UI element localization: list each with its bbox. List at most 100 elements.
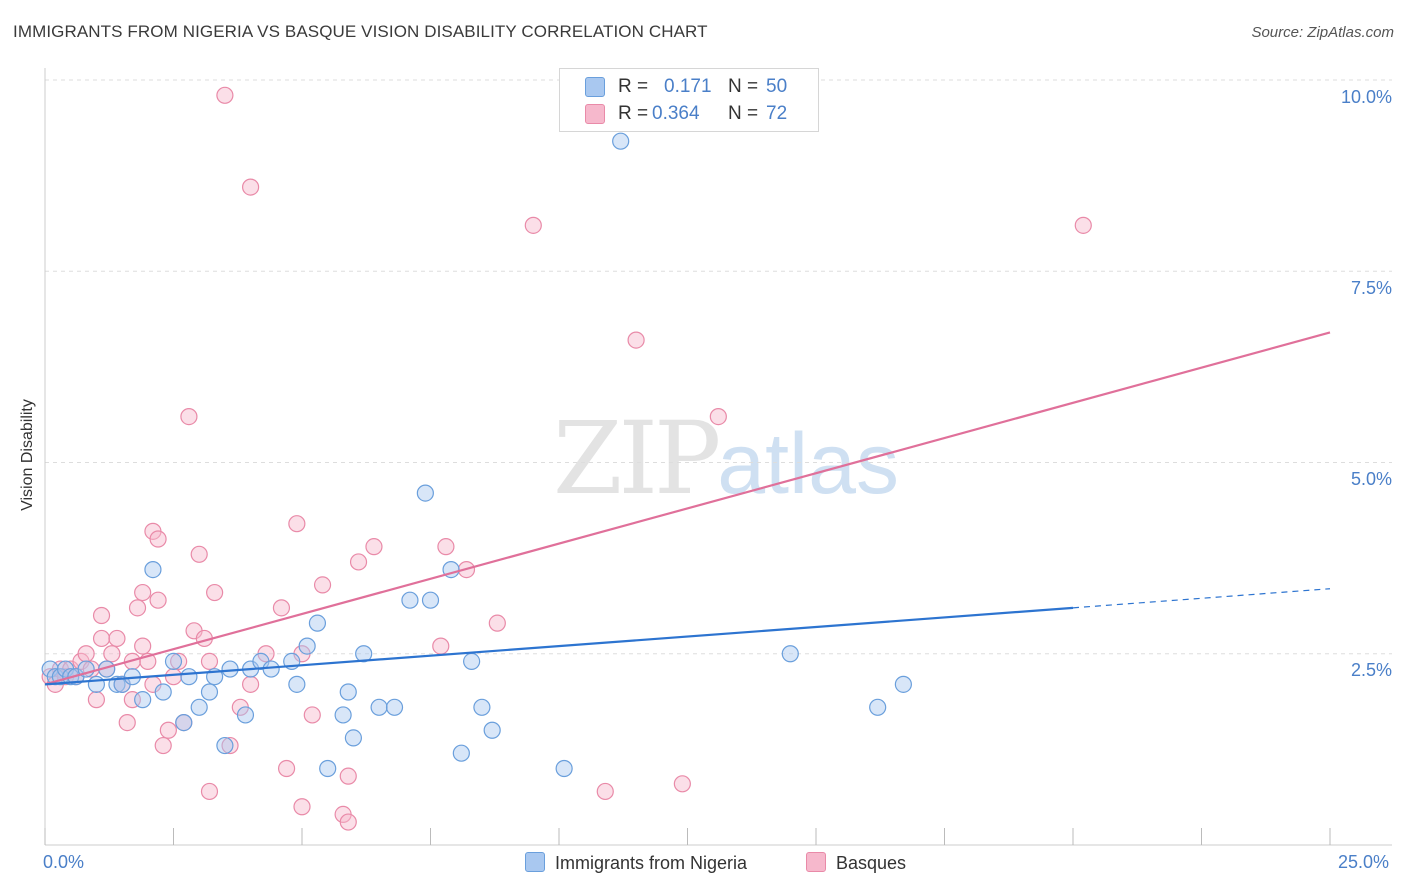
data-point — [421, 591, 440, 609]
r-label: R = — [618, 76, 649, 97]
data-point — [134, 583, 152, 602]
correlation-legend: R = 0.171 N = 50 R = 0.364 N = 72 — [559, 68, 819, 132]
data-point — [221, 660, 239, 678]
data-point — [242, 178, 260, 196]
data-point — [612, 132, 630, 150]
data-point — [370, 698, 388, 716]
data-point — [216, 86, 234, 104]
r-value: 0.364 — [652, 103, 700, 124]
data-point — [339, 683, 357, 701]
data-point — [1074, 216, 1092, 234]
data-point — [159, 721, 177, 739]
data-point — [242, 675, 260, 693]
data-point — [118, 713, 136, 732]
data-point — [200, 683, 219, 701]
data-point — [103, 645, 121, 663]
data-point — [134, 637, 152, 655]
x-tick-label: 0.0% — [43, 852, 85, 872]
trendline-nigeria-extension — [1072, 588, 1331, 609]
data-point — [164, 652, 183, 671]
watermark-atlas: atlas — [717, 416, 899, 512]
data-point — [781, 645, 799, 663]
data-point — [180, 668, 198, 686]
data-point — [149, 530, 167, 548]
data-point — [385, 698, 404, 716]
data-point — [200, 782, 219, 801]
legend-swatch-blue — [525, 852, 545, 872]
data-point — [236, 706, 255, 724]
data-point — [555, 759, 573, 778]
y-tick-label: 5.0% — [1350, 469, 1392, 489]
data-point — [164, 668, 183, 686]
legend-label: Immigrants from Nigeria — [555, 853, 748, 873]
data-point — [293, 798, 311, 816]
data-point — [473, 698, 491, 716]
data-point — [92, 606, 111, 625]
data-point — [272, 599, 291, 617]
data-point — [344, 729, 362, 747]
r-value: 0.171 — [664, 76, 712, 97]
data-point — [154, 683, 172, 701]
data-point — [313, 576, 332, 594]
data-point — [221, 736, 239, 755]
data-point — [463, 652, 481, 671]
data-point — [144, 560, 162, 579]
data-point — [483, 721, 501, 739]
n-label: N = — [728, 76, 759, 97]
data-point — [894, 675, 912, 693]
n-value: 50 — [766, 76, 788, 97]
data-point — [432, 637, 450, 655]
data-point — [349, 553, 368, 571]
data-point — [452, 744, 470, 762]
data-point — [128, 599, 147, 617]
data-point — [709, 408, 727, 426]
data-point — [319, 759, 337, 778]
legend-swatch-blue — [585, 77, 605, 97]
data-point — [401, 591, 419, 609]
trendline-basques — [44, 331, 1331, 686]
data-point — [339, 813, 357, 831]
data-point — [869, 698, 887, 716]
r-label: R = — [618, 103, 649, 124]
data-point — [437, 538, 455, 556]
data-point — [180, 408, 198, 426]
data-point — [308, 614, 327, 632]
data-point — [288, 675, 306, 693]
data-point — [134, 691, 152, 709]
data-point — [200, 652, 219, 671]
data-point — [277, 759, 296, 778]
data-point — [108, 629, 126, 648]
data-point — [298, 637, 316, 655]
data-point — [190, 698, 208, 716]
data-point — [355, 645, 373, 663]
data-point — [288, 515, 306, 533]
data-point — [77, 645, 95, 663]
y-tick-label: 2.5% — [1350, 660, 1392, 680]
data-point — [673, 775, 691, 793]
chart-title: IMMIGRANTS FROM NIGERIA VS BASQUE VISION… — [13, 22, 708, 41]
data-point — [92, 629, 111, 648]
n-value: 72 — [766, 103, 788, 124]
y-tick-label: 10.0% — [1340, 87, 1392, 107]
data-point — [524, 216, 542, 234]
data-point — [365, 538, 383, 556]
data-point — [175, 713, 193, 732]
legend-item-basques: Basques — [806, 852, 906, 874]
data-point — [216, 736, 234, 755]
trendline-nigeria — [44, 606, 1074, 686]
y-tick-label: 7.5% — [1350, 278, 1392, 298]
data-point — [87, 691, 106, 709]
watermark: ZIPatlas — [553, 400, 899, 517]
watermark-zip: ZIP — [553, 400, 721, 517]
data-point — [488, 614, 506, 632]
legend-label: Basques — [836, 853, 907, 873]
data-point — [627, 331, 645, 349]
data-point — [149, 591, 167, 609]
n-label: N = — [728, 103, 759, 124]
data-point — [190, 545, 208, 563]
x-tick-label: 25.0% — [1338, 852, 1390, 872]
data-point — [339, 767, 357, 785]
data-point — [416, 484, 434, 502]
legend-swatch-pink — [585, 104, 605, 124]
